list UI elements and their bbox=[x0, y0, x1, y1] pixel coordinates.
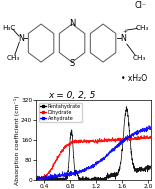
Text: N: N bbox=[18, 34, 24, 43]
Text: +: + bbox=[123, 29, 128, 34]
Text: N: N bbox=[120, 34, 126, 43]
Text: Cl⁻: Cl⁻ bbox=[135, 1, 147, 9]
Text: S: S bbox=[69, 59, 75, 68]
Y-axis label: Absorption coefficient (cm⁻¹): Absorption coefficient (cm⁻¹) bbox=[14, 95, 20, 185]
Text: CH₃: CH₃ bbox=[133, 55, 146, 61]
Text: CH₃: CH₃ bbox=[7, 55, 20, 61]
Text: CH₃: CH₃ bbox=[135, 25, 148, 31]
Legend: Pentahydrate, Dihydrate, Anhydrate: Pentahydrate, Dihydrate, Anhydrate bbox=[39, 103, 82, 122]
Text: N: N bbox=[69, 19, 75, 28]
Text: • xH₂O: • xH₂O bbox=[121, 74, 147, 83]
Text: x = 0, 2, 5: x = 0, 2, 5 bbox=[48, 91, 96, 100]
Text: H₃C: H₃C bbox=[2, 25, 15, 31]
